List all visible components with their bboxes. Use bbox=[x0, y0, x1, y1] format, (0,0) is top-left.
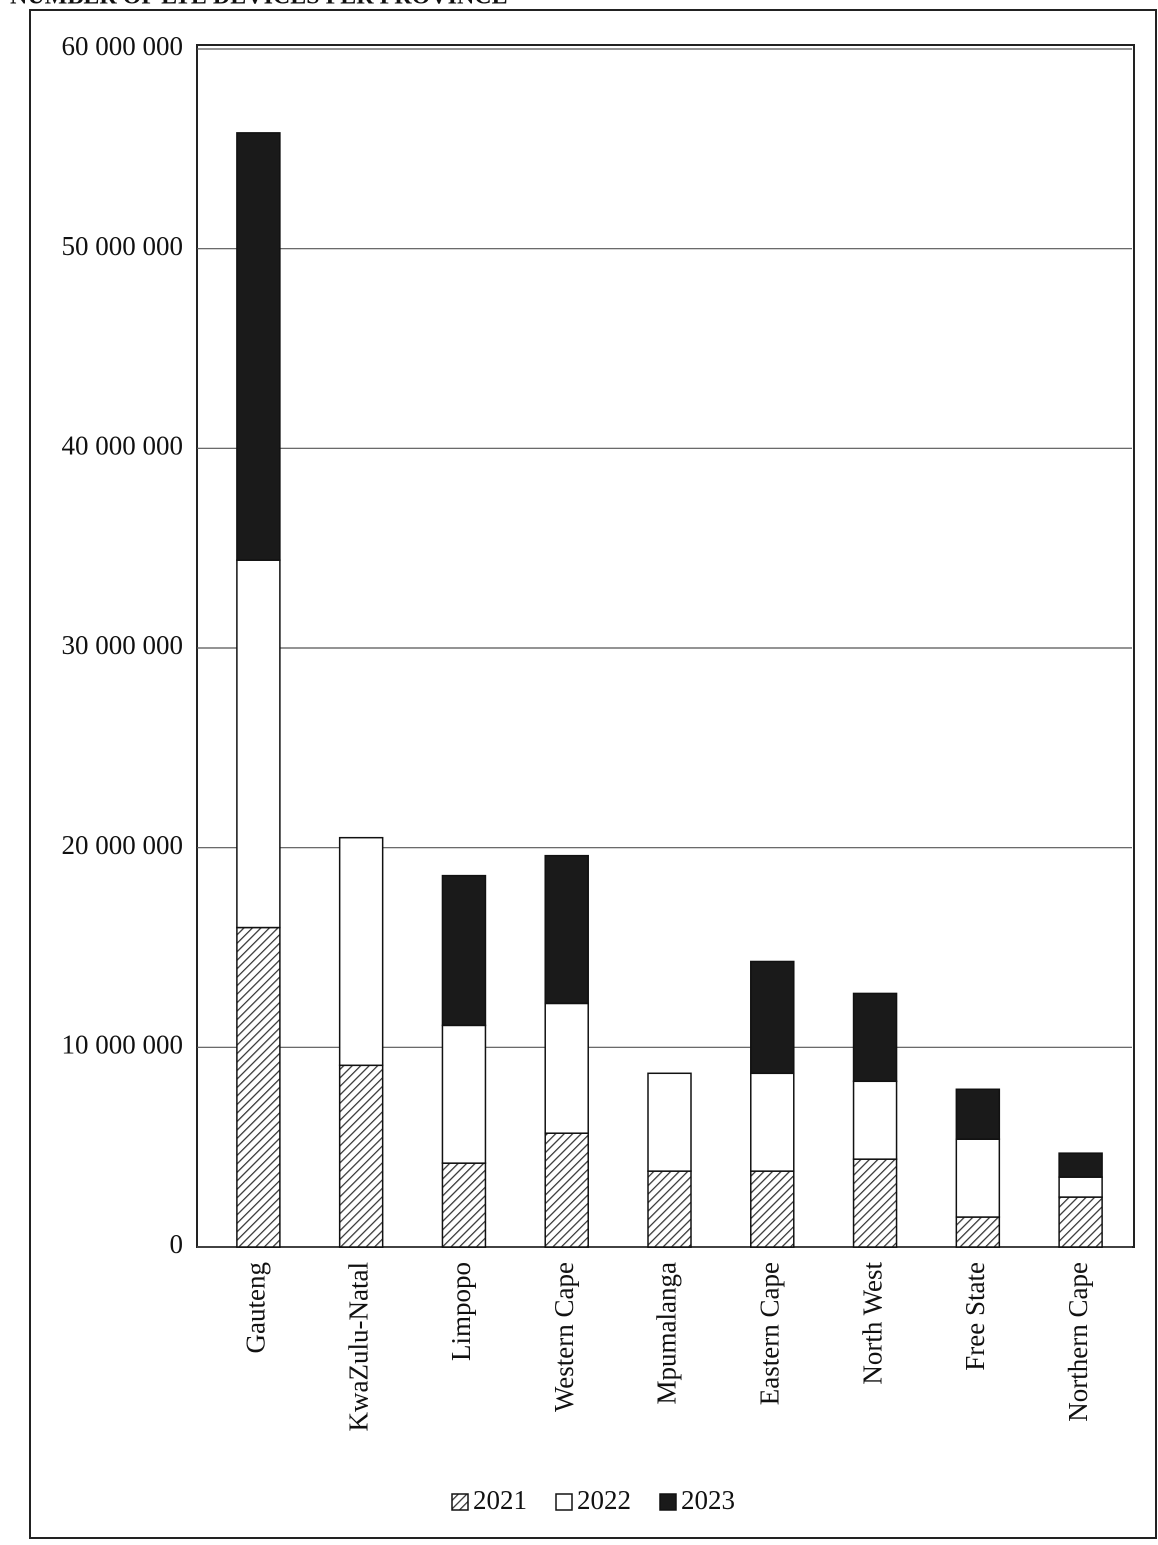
x-tick-label: Mpumalanga bbox=[652, 1262, 682, 1404]
bar-segment bbox=[750, 1170, 795, 1248]
x-tick-label: Gauteng bbox=[241, 1262, 271, 1353]
x-tick-label: Limpopo bbox=[446, 1262, 476, 1361]
bar-segment bbox=[955, 1138, 1001, 1218]
bar-segment bbox=[1058, 1152, 1103, 1178]
bar-segment bbox=[852, 1158, 898, 1248]
y-tick-label: 60 000 000 bbox=[62, 31, 184, 61]
bar-segment bbox=[852, 1080, 898, 1160]
legend-swatch bbox=[659, 1493, 677, 1511]
x-tick-label: Northern Cape bbox=[1063, 1262, 1093, 1422]
x-tick-label: Free State bbox=[960, 1262, 990, 1371]
y-tick-label: 0 bbox=[170, 1229, 184, 1259]
frame bbox=[29, 9, 1157, 1539]
y-tick-label: 10 000 000 bbox=[62, 1030, 184, 1060]
bar-segment bbox=[236, 926, 281, 1248]
x-tick-label: North West bbox=[857, 1262, 887, 1385]
y-tick-label: 30 000 000 bbox=[62, 630, 184, 660]
bar-segment bbox=[647, 1072, 692, 1172]
bar-segment bbox=[647, 1170, 692, 1248]
x-tick-label: Eastern Cape bbox=[754, 1262, 784, 1405]
legend-label: 2021 bbox=[473, 1485, 527, 1515]
bar-segment bbox=[955, 1088, 1001, 1140]
chart-title: NUMBER OF LTE DEVICES PER PROVINCE bbox=[10, 0, 508, 10]
bar-segment bbox=[852, 992, 898, 1083]
y-tick-label: 20 000 000 bbox=[62, 830, 184, 860]
bar-segment bbox=[441, 1024, 487, 1164]
plot-area bbox=[196, 44, 1135, 1248]
legend-label: 2023 bbox=[681, 1485, 735, 1515]
bar-segment bbox=[750, 960, 795, 1075]
bar-segment bbox=[338, 1064, 384, 1248]
bar-segment bbox=[441, 874, 487, 1027]
bar-segment bbox=[236, 132, 281, 561]
x-tick-label: Western Cape bbox=[549, 1262, 579, 1412]
bar-segment bbox=[544, 1002, 589, 1134]
bar-segment bbox=[544, 1132, 589, 1248]
bar-segment bbox=[544, 854, 589, 1005]
bar-segment bbox=[955, 1216, 1001, 1248]
bar-segment bbox=[1058, 1196, 1103, 1248]
legend-label: 2022 bbox=[577, 1485, 631, 1515]
bar-segment bbox=[236, 559, 281, 929]
y-tick-label: 40 000 000 bbox=[62, 431, 184, 461]
bar-segment bbox=[1058, 1176, 1103, 1198]
y-tick-label: 50 000 000 bbox=[62, 231, 184, 261]
bar-segment bbox=[441, 1162, 487, 1248]
legend-swatch bbox=[451, 1493, 469, 1511]
bar-segment bbox=[750, 1072, 795, 1172]
bar-segment bbox=[338, 836, 384, 1067]
legend-swatch bbox=[555, 1493, 573, 1511]
x-tick-label: KwaZulu-Natal bbox=[343, 1262, 373, 1431]
